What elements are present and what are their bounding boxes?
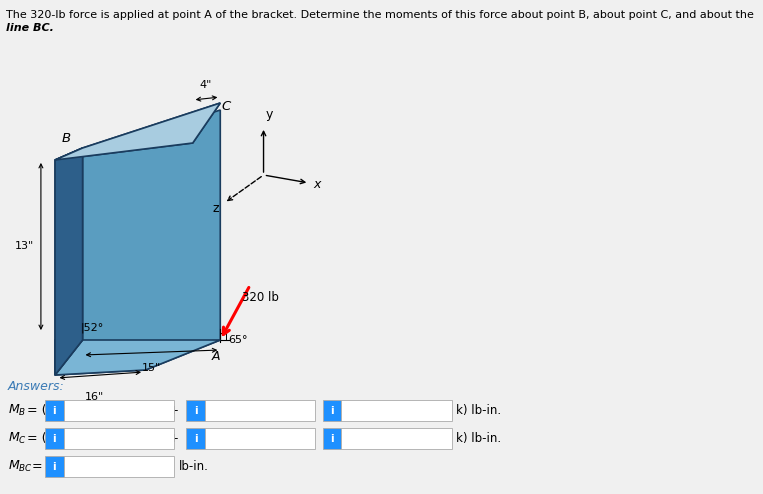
Text: i: i bbox=[330, 406, 333, 415]
Text: line BC.: line BC. bbox=[6, 23, 54, 33]
Bar bbox=[45, 456, 64, 477]
Text: i: i bbox=[330, 434, 333, 444]
Text: 320 lb: 320 lb bbox=[243, 290, 279, 303]
Text: z: z bbox=[213, 202, 220, 214]
Text: The 320-lb force is applied at point A of the bracket. Determine the moments of : The 320-lb force is applied at point A o… bbox=[6, 10, 754, 20]
Text: A: A bbox=[212, 350, 221, 363]
Bar bbox=[64, 428, 174, 449]
Bar bbox=[341, 428, 452, 449]
Bar bbox=[64, 400, 174, 421]
Bar bbox=[323, 400, 341, 421]
Text: $M_{BC}$: $M_{BC}$ bbox=[8, 459, 33, 474]
Text: i +: i + bbox=[162, 432, 179, 445]
Text: y: y bbox=[266, 108, 273, 121]
Bar bbox=[341, 400, 452, 421]
Text: j +: j + bbox=[298, 432, 314, 445]
Text: 4": 4" bbox=[200, 80, 212, 90]
Text: C: C bbox=[222, 99, 231, 113]
Text: |52°: |52° bbox=[81, 323, 105, 333]
Text: = (: = ( bbox=[27, 432, 47, 445]
Polygon shape bbox=[55, 148, 82, 375]
Text: B: B bbox=[61, 132, 70, 145]
Text: = (: = ( bbox=[27, 404, 47, 417]
Text: Answers:: Answers: bbox=[8, 380, 65, 393]
Text: 15": 15" bbox=[141, 363, 161, 373]
Bar bbox=[45, 428, 64, 449]
Text: k) lb-in.: k) lb-in. bbox=[456, 404, 501, 417]
Bar bbox=[64, 456, 174, 477]
Polygon shape bbox=[55, 103, 221, 160]
Bar bbox=[205, 428, 315, 449]
Text: i: i bbox=[194, 434, 198, 444]
Bar bbox=[186, 400, 205, 421]
Polygon shape bbox=[55, 340, 82, 375]
Text: 65°: 65° bbox=[228, 335, 248, 345]
Text: i: i bbox=[53, 461, 56, 471]
Bar bbox=[323, 428, 341, 449]
Text: i: i bbox=[53, 434, 56, 444]
Text: k) lb-in.: k) lb-in. bbox=[456, 432, 501, 445]
Text: i: i bbox=[194, 406, 198, 415]
Text: i: i bbox=[53, 406, 56, 415]
Text: j +: j + bbox=[298, 404, 314, 417]
Polygon shape bbox=[55, 110, 221, 375]
Text: $M_C$: $M_C$ bbox=[8, 431, 27, 446]
Bar bbox=[205, 400, 315, 421]
Text: 13": 13" bbox=[14, 241, 34, 251]
Polygon shape bbox=[55, 103, 221, 160]
Text: x: x bbox=[313, 177, 320, 191]
Text: 16": 16" bbox=[85, 392, 104, 402]
Text: lb-in.: lb-in. bbox=[179, 460, 208, 473]
Polygon shape bbox=[55, 148, 82, 375]
Polygon shape bbox=[55, 340, 221, 375]
Bar bbox=[45, 400, 64, 421]
Text: =: = bbox=[31, 460, 42, 473]
Bar bbox=[186, 428, 205, 449]
Text: $M_B$: $M_B$ bbox=[8, 403, 26, 418]
Text: i +: i + bbox=[162, 404, 179, 417]
